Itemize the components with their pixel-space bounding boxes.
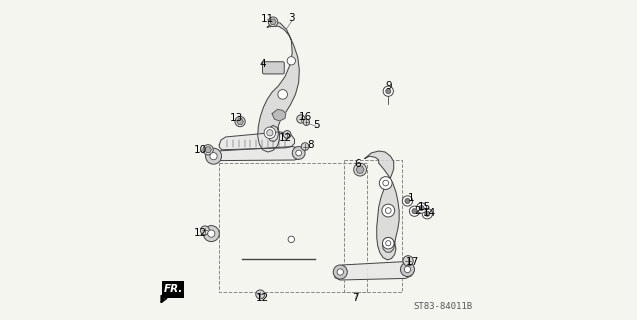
Circle shape bbox=[410, 206, 420, 216]
Polygon shape bbox=[272, 109, 286, 121]
Circle shape bbox=[264, 127, 276, 139]
Text: 12: 12 bbox=[256, 292, 269, 303]
Circle shape bbox=[401, 262, 415, 276]
Circle shape bbox=[267, 130, 273, 136]
Circle shape bbox=[403, 196, 413, 206]
Text: 16: 16 bbox=[299, 112, 312, 122]
Circle shape bbox=[404, 266, 411, 273]
Text: 2: 2 bbox=[415, 205, 421, 216]
Text: 15: 15 bbox=[417, 202, 431, 212]
Polygon shape bbox=[356, 166, 364, 173]
Circle shape bbox=[417, 203, 427, 213]
Circle shape bbox=[385, 208, 391, 213]
Text: 8: 8 bbox=[308, 140, 314, 150]
Text: 4: 4 bbox=[259, 59, 266, 69]
Circle shape bbox=[385, 241, 391, 246]
Text: 5: 5 bbox=[313, 120, 320, 130]
Circle shape bbox=[210, 153, 217, 160]
Circle shape bbox=[301, 143, 309, 150]
Text: ST83-84011B: ST83-84011B bbox=[413, 302, 472, 311]
Text: 7: 7 bbox=[352, 292, 359, 303]
Circle shape bbox=[288, 236, 294, 243]
Circle shape bbox=[303, 119, 310, 125]
Text: 12: 12 bbox=[194, 228, 208, 238]
Circle shape bbox=[206, 148, 222, 164]
Circle shape bbox=[425, 211, 430, 216]
Circle shape bbox=[203, 226, 219, 242]
Text: FR.: FR. bbox=[164, 284, 183, 294]
Circle shape bbox=[412, 209, 417, 214]
Circle shape bbox=[422, 209, 433, 219]
Text: 3: 3 bbox=[289, 12, 296, 23]
Circle shape bbox=[292, 147, 305, 159]
Circle shape bbox=[337, 269, 343, 275]
FancyBboxPatch shape bbox=[262, 62, 284, 74]
Polygon shape bbox=[334, 262, 414, 280]
Text: 1: 1 bbox=[407, 193, 414, 203]
Text: 9: 9 bbox=[385, 81, 392, 92]
Circle shape bbox=[296, 150, 301, 156]
Circle shape bbox=[203, 145, 213, 155]
Circle shape bbox=[354, 163, 366, 176]
Circle shape bbox=[256, 290, 265, 299]
Text: 10: 10 bbox=[194, 145, 206, 155]
Polygon shape bbox=[270, 19, 276, 24]
Circle shape bbox=[297, 115, 305, 123]
Circle shape bbox=[283, 131, 291, 138]
Circle shape bbox=[201, 226, 210, 235]
Circle shape bbox=[419, 205, 424, 211]
Circle shape bbox=[379, 177, 392, 189]
Circle shape bbox=[382, 204, 395, 217]
Text: 17: 17 bbox=[406, 257, 419, 267]
Circle shape bbox=[287, 57, 296, 65]
Circle shape bbox=[385, 89, 391, 94]
Text: 12: 12 bbox=[279, 132, 292, 143]
Circle shape bbox=[382, 237, 394, 249]
Polygon shape bbox=[365, 151, 399, 260]
Circle shape bbox=[235, 116, 245, 127]
Text: 13: 13 bbox=[229, 113, 243, 123]
Polygon shape bbox=[219, 132, 294, 150]
Polygon shape bbox=[237, 119, 243, 124]
Circle shape bbox=[405, 198, 410, 204]
FancyBboxPatch shape bbox=[162, 281, 184, 298]
Polygon shape bbox=[209, 147, 303, 161]
Circle shape bbox=[278, 90, 287, 99]
Circle shape bbox=[403, 256, 413, 266]
Text: 14: 14 bbox=[423, 208, 436, 218]
Text: 11: 11 bbox=[261, 14, 274, 24]
Text: 6: 6 bbox=[354, 159, 361, 169]
Polygon shape bbox=[258, 22, 299, 152]
Circle shape bbox=[383, 86, 394, 96]
Circle shape bbox=[208, 230, 215, 237]
Circle shape bbox=[383, 180, 389, 186]
Circle shape bbox=[333, 265, 347, 279]
Polygon shape bbox=[204, 147, 211, 153]
Circle shape bbox=[268, 17, 278, 27]
